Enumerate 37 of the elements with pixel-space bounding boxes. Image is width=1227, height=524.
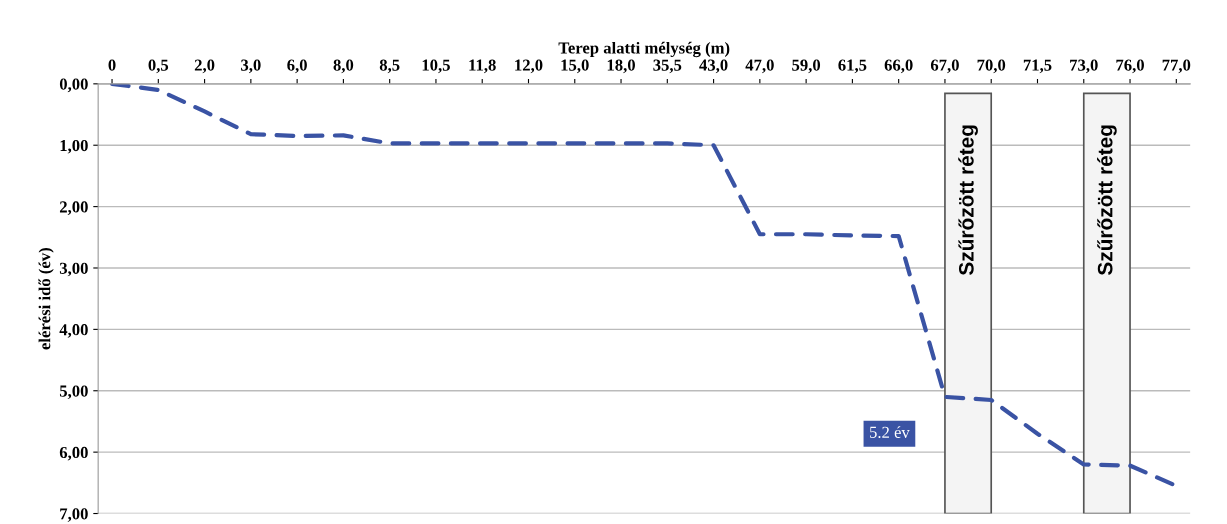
- y-tick-label: 5,00: [59, 385, 88, 400]
- y-tick-label: 4,00: [59, 324, 88, 338]
- x-tick-label: 73,0: [1070, 59, 1098, 74]
- x-tick-label: 8,0: [333, 59, 354, 74]
- x-tick-label: 76,0: [1116, 59, 1144, 74]
- x-tick-label: 70,0: [977, 59, 1006, 74]
- x-tick-label: 71,5: [1023, 59, 1052, 74]
- x-tick-label: 6,0: [287, 59, 307, 74]
- x-tick-label: 15,0: [561, 59, 589, 74]
- x-tick-label: 47,0: [745, 59, 774, 74]
- x-tick-label: 0: [108, 59, 116, 71]
- x-tick-label: 66,0: [884, 59, 913, 74]
- x-tick-label: 77,0: [1162, 59, 1191, 74]
- x-tick-label: 0,5: [148, 59, 169, 74]
- x-tick-label: 3,0: [241, 59, 261, 74]
- x-axis-title: Terep alatti mélység (m): [558, 41, 730, 58]
- x-tick-label: 10,5: [422, 59, 450, 74]
- x-tick-label: 43,0: [699, 59, 728, 74]
- x-tick-label: 2,0: [194, 59, 215, 74]
- band-label: Szűrőzött réteg: [958, 125, 978, 276]
- x-tick-label: 11,8: [469, 59, 496, 74]
- band-label: Szűrőzött réteg: [1097, 125, 1117, 276]
- x-tick-label: 8,5: [379, 59, 400, 74]
- y-tick-label: 1,00: [60, 139, 88, 154]
- y-tick-label: 2,00: [59, 201, 88, 215]
- y-tick-label: 7,00: [60, 508, 88, 522]
- x-tick-label: 18,0: [607, 59, 635, 74]
- annotation: 5.2 év: [870, 426, 910, 438]
- y-tick-label: 0,00: [59, 78, 88, 93]
- y-tick-label: 6,00: [59, 446, 88, 461]
- x-tick-label: 12,0: [515, 59, 543, 74]
- y-axis-title: elérési idő (év): [38, 248, 54, 350]
- x-tick-label: 35,5: [653, 59, 682, 74]
- x-tick-label: 67,0: [930, 59, 959, 74]
- x-tick-label: 59,0: [792, 59, 821, 74]
- y-tick-label: 3,00: [59, 262, 88, 277]
- x-tick-label: 61,5: [838, 59, 867, 74]
